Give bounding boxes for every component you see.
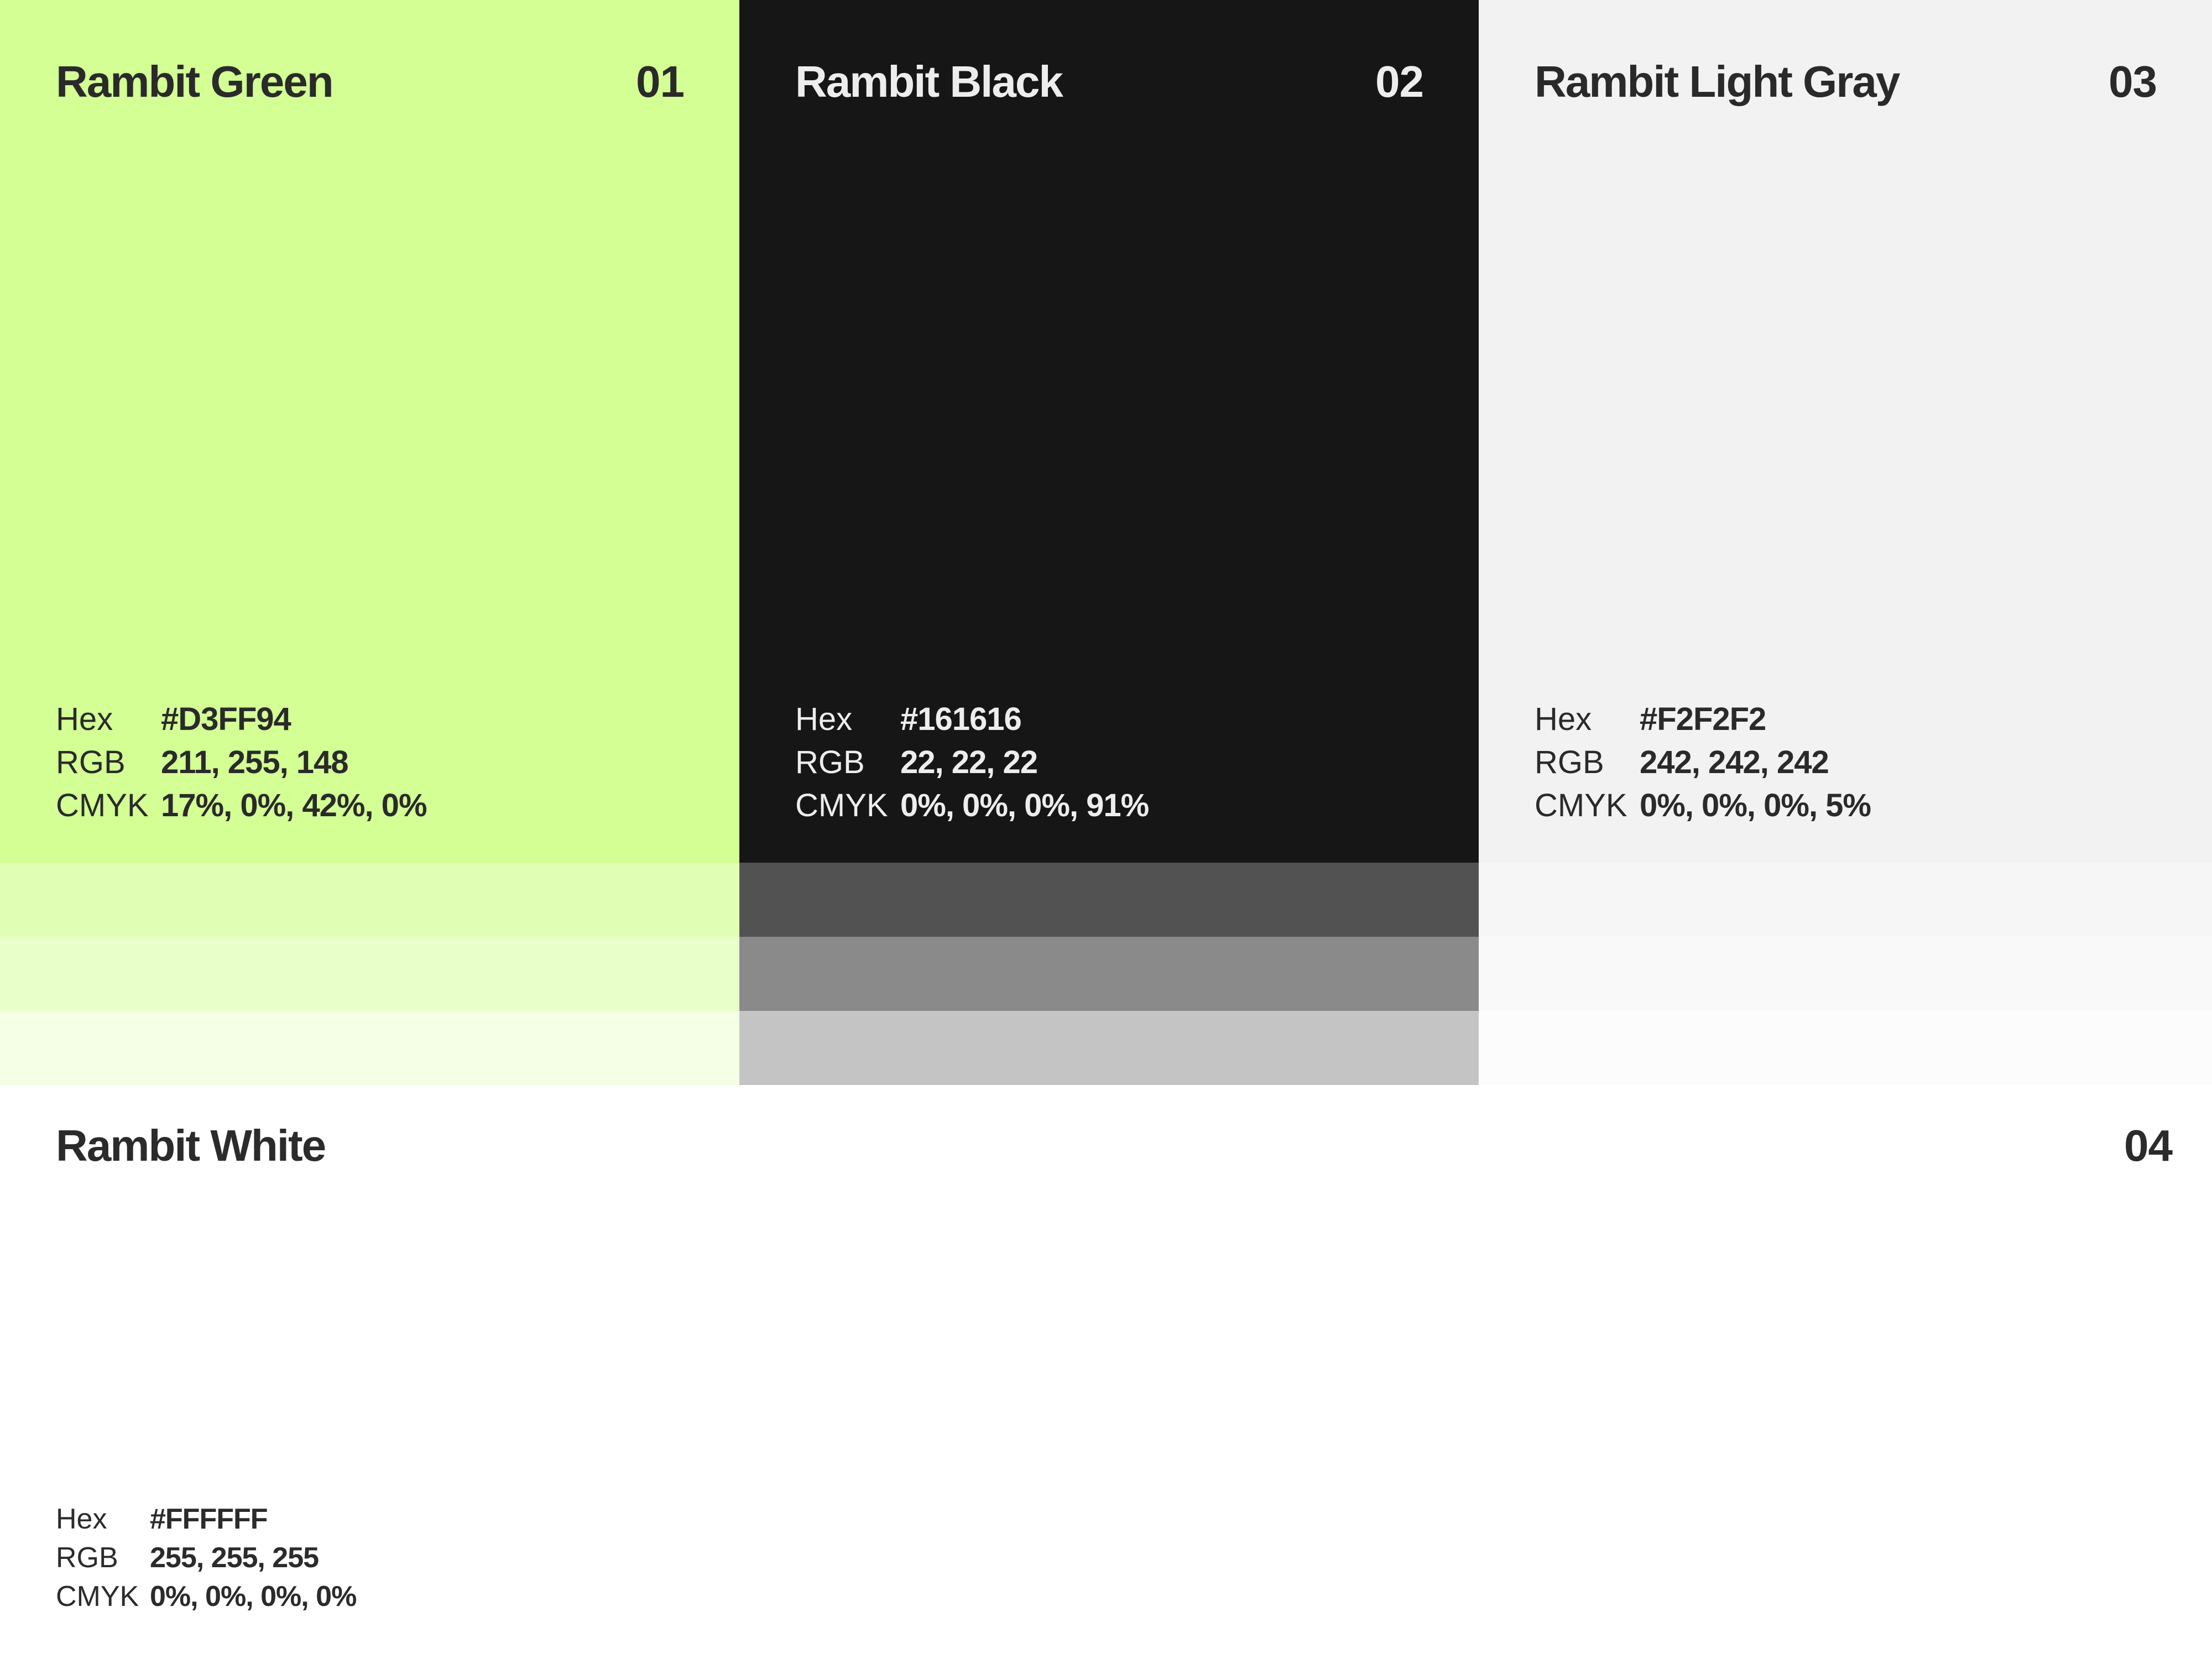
tint-strip [0,1011,739,1085]
swatch-name: Rambit Black [795,57,1063,106]
tint-strip [739,937,1479,1011]
tint-strip [739,863,1479,937]
swatch-name: Rambit Green [56,57,334,106]
rgb-label: RGB [1535,744,1604,780]
cmyk-label: CMYK [56,787,149,823]
color-specs: Hex #161616 RGB 22, 22, 22 CMYK 0%, 0%, 0%,… [795,698,1149,827]
color-specs: Hex #FFFFFF RGB 255, 255, 255 CMYK 0%, 0%, … [56,1500,357,1616]
hex-label: Hex [795,701,853,737]
swatch-number: 04 [2124,1121,2173,1170]
cmyk-label: CMYK [795,787,888,823]
tint-strip [0,863,739,937]
swatch-number: 01 [636,57,685,106]
cmyk-label: CMYK [1535,787,1627,823]
swatch-number: 03 [2109,57,2157,106]
hex-label: Hex [56,701,113,737]
hex-label: Hex [1535,701,1592,737]
hex-value: #161616 [900,701,1022,737]
swatch-rambit-black: Rambit Black 02 Hex #161616 RGB 22, 22, 22… [739,0,1479,863]
swatch-rambit-white: Rambit White 04 Hex #FFFFFF RGB 255, 255, … [0,1085,2212,1659]
swatch-name: Rambit Light Gray [1535,57,1900,106]
cmyk-label: CMYK [56,1580,139,1613]
rgb-value: 242, 242, 242 [1640,744,1829,780]
color-specs: Hex #D3FF94 RGB 211, 255, 148 CMYK 17%, 0%,… [56,698,427,827]
hex-label: Hex [56,1503,107,1535]
hex-value: #D3FF94 [161,701,291,737]
rgb-value: 22, 22, 22 [900,744,1038,780]
rgb-label: RGB [795,744,865,780]
tint-strip [1479,1011,2212,1085]
swatch-number: 02 [1375,57,1424,106]
color-specs: Hex #F2F2F2 RGB 242, 242, 242 CMYK 0%, 0%, … [1535,698,1871,827]
cmyk-value: 17%, 0%, 42%, 0% [161,787,427,823]
hex-value: #FFFFFF [150,1503,268,1535]
cmyk-value: 0%, 0%, 0%, 91% [900,787,1149,823]
swatch-rambit-green: Rambit Green 01 Hex #D3FF94 RGB 211, 255, … [0,0,739,863]
tint-strip [0,937,739,1011]
rgb-label: RGB [56,744,126,780]
tint-strip [1479,937,2212,1011]
tint-strip [739,1011,1479,1085]
rgb-value: 255, 255, 255 [150,1542,319,1574]
swatch-name: Rambit White [56,1121,326,1170]
tint-strip [1479,863,2212,937]
hex-value: #F2F2F2 [1640,701,1766,737]
cmyk-value: 0%, 0%, 0%, 5% [1640,787,1871,823]
rgb-label: RGB [56,1542,118,1574]
cmyk-value: 0%, 0%, 0%, 0% [150,1580,357,1613]
swatch-rambit-light-gray: Rambit Light Gray 03 Hex #F2F2F2 RGB 242, … [1479,0,2212,863]
rgb-value: 211, 255, 148 [161,744,349,780]
